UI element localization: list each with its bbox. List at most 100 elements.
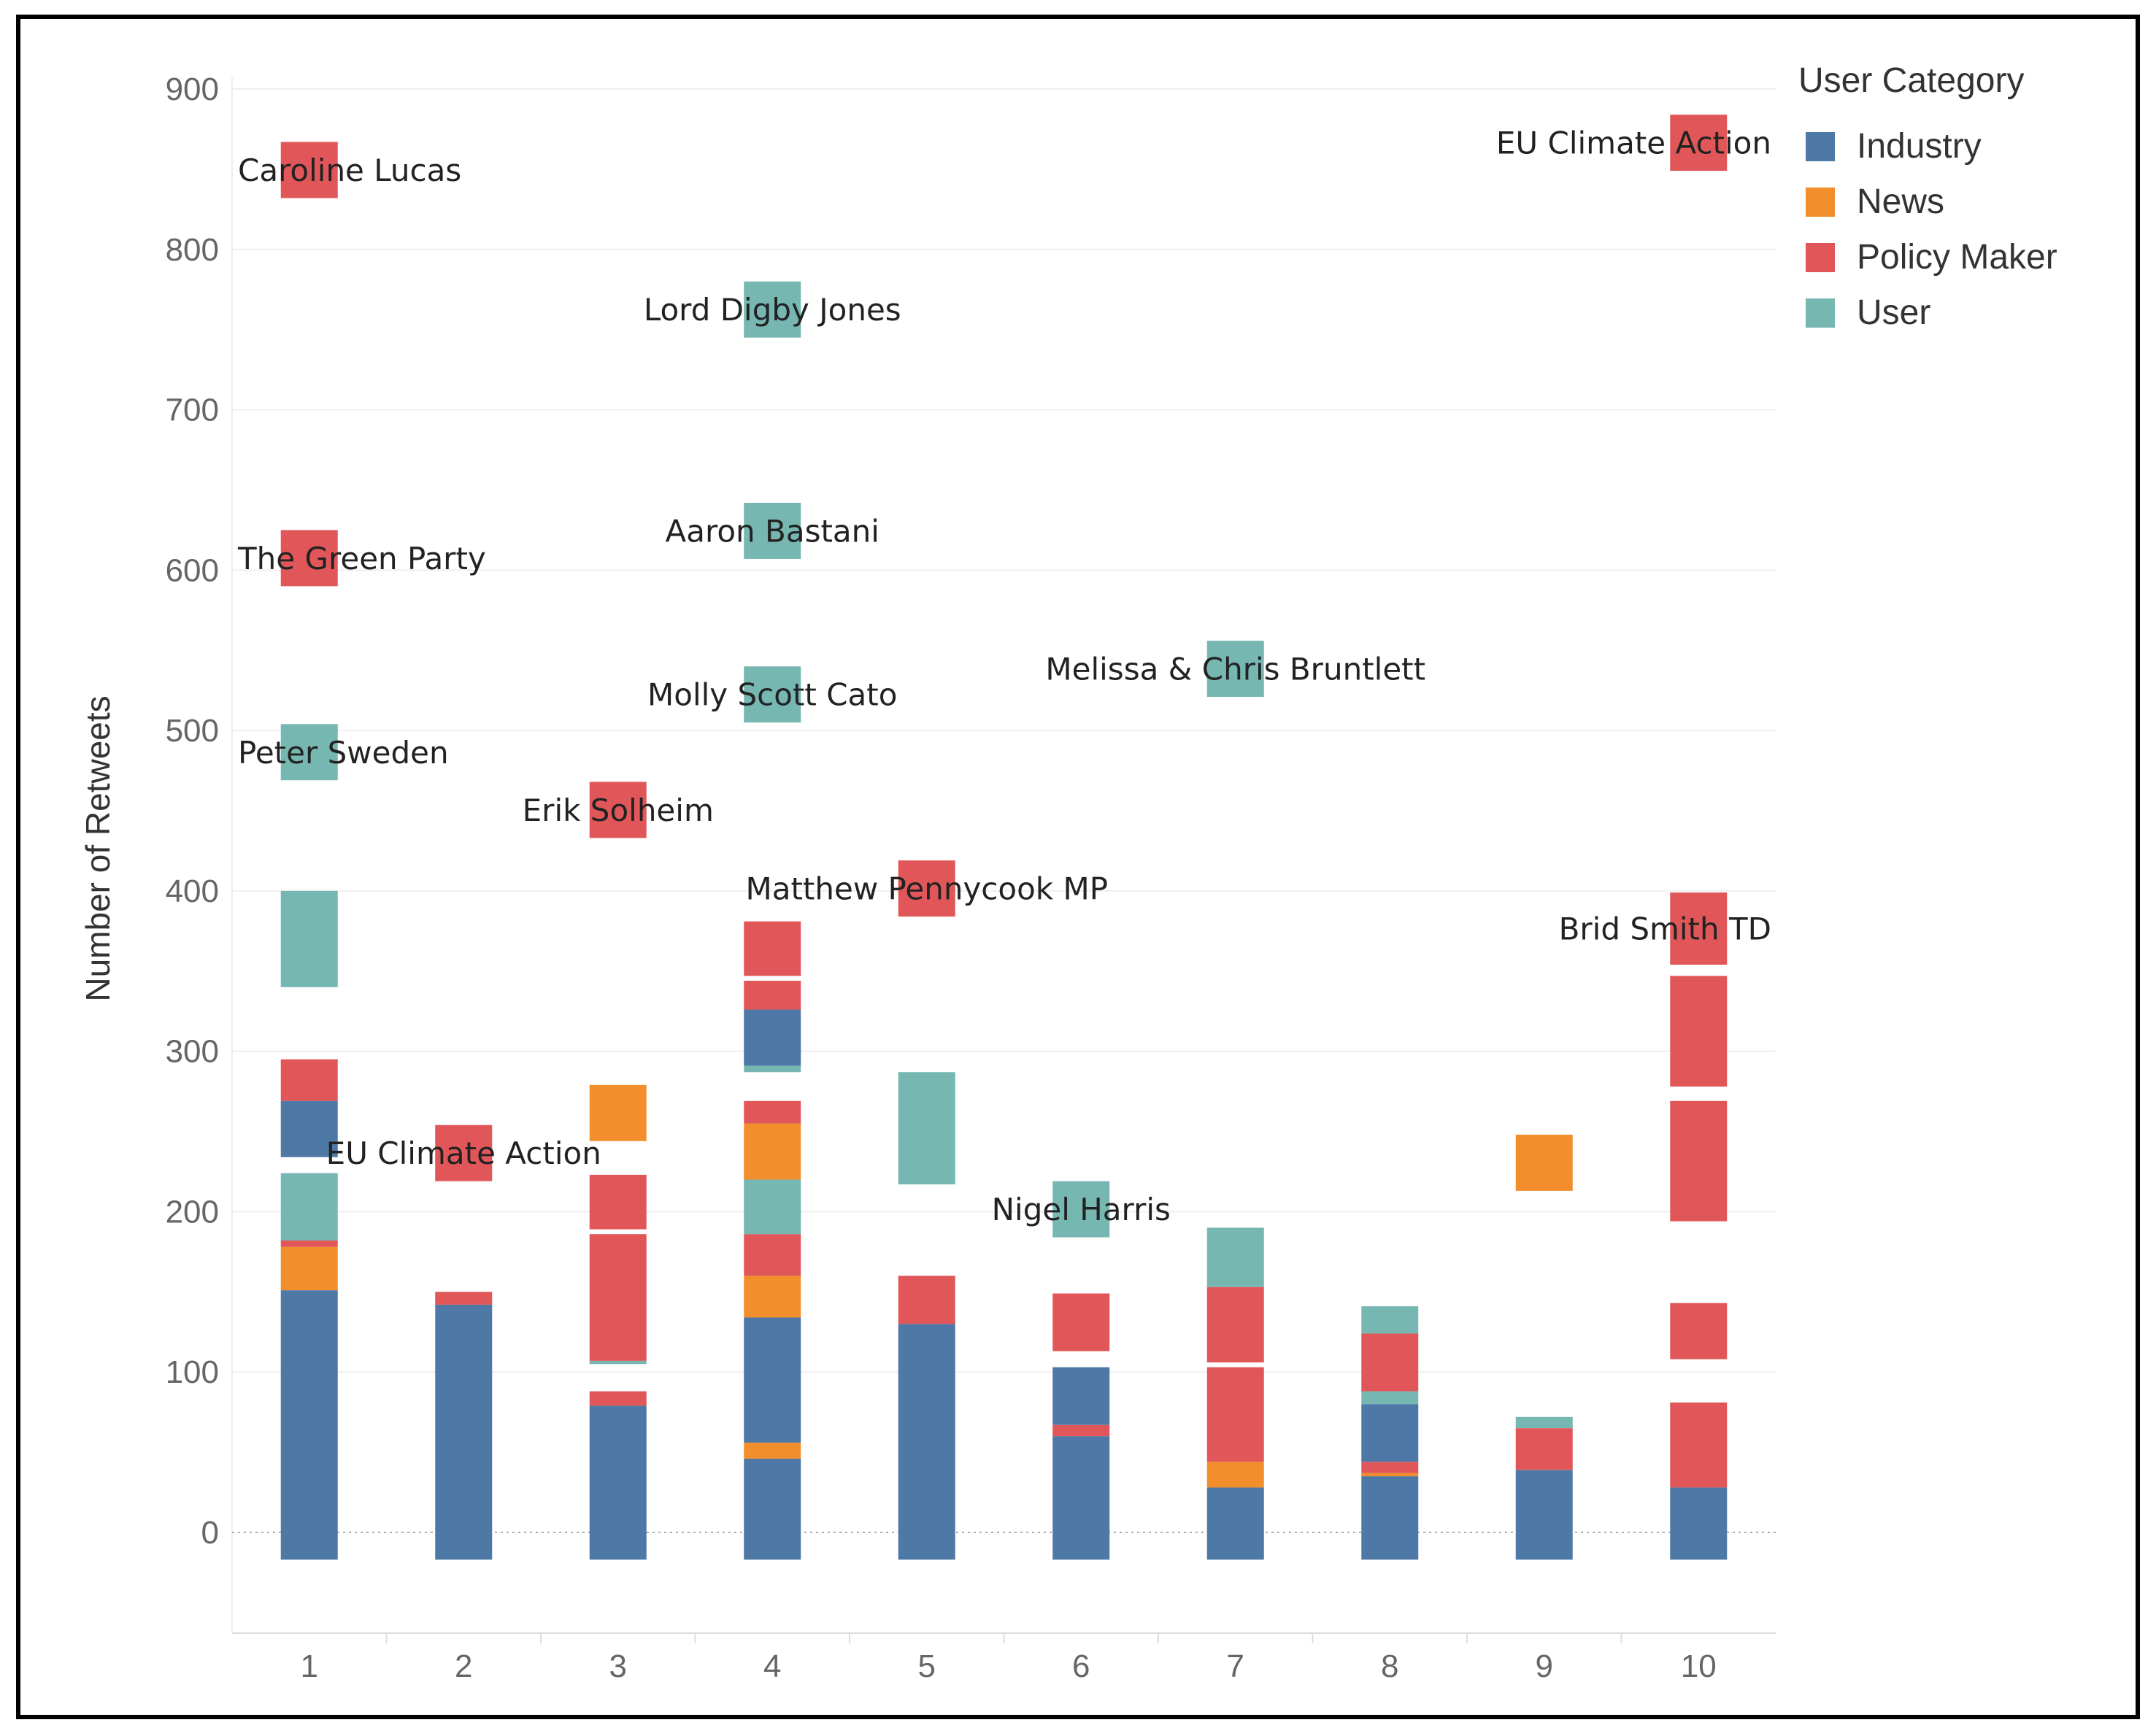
- bar-segment-user: [1206, 1227, 1264, 1287]
- mark-label: EU Climate Action: [326, 1135, 601, 1171]
- bar-segment-policy-maker: [280, 1241, 338, 1247]
- bar-segment-policy-maker: [744, 921, 801, 976]
- bar-segment-user: [280, 890, 338, 987]
- x-tick-label: 6: [1072, 1648, 1090, 1684]
- bar-segment-policy-maker: [1670, 1303, 1728, 1359]
- bar-segment-policy-maker: [589, 1391, 647, 1406]
- x-tick-label: 8: [1381, 1648, 1398, 1684]
- y-tick-label: 400: [166, 873, 219, 909]
- mark-label: Lord Digby Jones: [644, 292, 901, 328]
- x-tick-label: 5: [918, 1648, 936, 1684]
- y-tick-label: 500: [166, 713, 219, 749]
- x-tick-label: 3: [609, 1648, 627, 1684]
- bar-segment-user: [1515, 1416, 1573, 1429]
- bar-segment-policy-maker: [589, 782, 647, 838]
- legend-label-industry: Industry: [1857, 127, 1982, 166]
- bar-segment-industry: [1206, 1487, 1264, 1560]
- bar-segment-policy-maker: [435, 1292, 493, 1305]
- bar-segment-policy-maker: [1206, 1367, 1264, 1462]
- bar-segment-policy-maker: [1052, 1293, 1110, 1351]
- bar-segment-industry: [1052, 1436, 1110, 1560]
- legend-swatch-policy-maker: [1806, 243, 1835, 272]
- bar-segment-industry: [1361, 1476, 1419, 1560]
- chart-frame: Peter Sweden The Green Party Caroline Luca…: [16, 15, 2140, 1719]
- bar-segment-policy-maker: [1670, 1402, 1728, 1488]
- bar-segment-policy-maker: [1670, 892, 1728, 965]
- legend-label-news: News: [1857, 182, 1944, 221]
- mark-label: Melissa & Chris Bruntlett: [1045, 651, 1425, 687]
- bar-segment-policy-maker: [1361, 1462, 1419, 1473]
- mark-labels: Peter Sweden The Green Party Caroline Luca…: [237, 126, 1771, 1228]
- bar-segment-user: [744, 1065, 801, 1073]
- x-tick-label: 7: [1227, 1648, 1244, 1684]
- bar-segment-policy-maker: [898, 860, 955, 917]
- legend-swatch-industry: [1806, 132, 1835, 161]
- legend-label-user: User: [1857, 293, 1930, 332]
- bar-segment-user: [280, 724, 338, 781]
- bar-segment-policy-maker: [744, 980, 801, 1010]
- bar-segment-industry: [744, 1317, 801, 1443]
- bar-segment-user: [589, 1360, 647, 1365]
- bar-segment-user: [1052, 1181, 1110, 1238]
- bar-segment-policy-maker: [280, 530, 338, 587]
- bar-segment-news: [1361, 1473, 1419, 1477]
- legend-swatch-news: [1806, 188, 1835, 217]
- y-tick-label: 600: [166, 552, 219, 588]
- bar-segment-news: [589, 1084, 647, 1141]
- bar-segment-industry: [435, 1304, 493, 1560]
- chart-svg: Peter Sweden The Green Party Caroline Luca…: [79, 61, 2057, 1684]
- bar-segment-news: [1515, 1134, 1573, 1191]
- bar-segment-user: [898, 1072, 955, 1185]
- bar-segment-policy-maker: [280, 142, 338, 198]
- bar-segment-user: [1361, 1306, 1419, 1334]
- bar-segment-industry: [1052, 1367, 1110, 1425]
- mark-label: Peter Sweden: [238, 735, 449, 771]
- bar-segment-policy-maker: [1670, 115, 1728, 171]
- bar-segment-policy-maker: [744, 1100, 801, 1124]
- bar-segment-policy-maker: [589, 1174, 647, 1230]
- bar-segment-policy-maker: [1670, 1100, 1728, 1222]
- mark-label: Brid Smith TD: [1559, 911, 1771, 947]
- legend-label-policy-maker: Policy Maker: [1857, 238, 2057, 277]
- y-tick-label: 0: [201, 1515, 219, 1551]
- bar-segment-news: [744, 1123, 801, 1180]
- bar-segment-policy-maker: [744, 1234, 801, 1276]
- bar-segment-policy-maker: [589, 1234, 647, 1361]
- bar-segment-industry: [280, 1290, 338, 1560]
- mark-label: Aaron Bastani: [666, 513, 879, 549]
- legend-swatch-user: [1806, 298, 1835, 328]
- mark-label: Molly Scott Cato: [647, 677, 897, 713]
- bar-segment-policy-maker: [1515, 1428, 1573, 1470]
- y-tick-label: 800: [166, 232, 219, 268]
- bar-segment-industry: [1670, 1487, 1728, 1560]
- bar-segment-news: [1206, 1462, 1264, 1488]
- bar-segment-industry: [280, 1100, 338, 1157]
- bar-segments: [280, 115, 1728, 1560]
- bar-segment-news: [744, 1442, 801, 1459]
- bar-segment-news: [744, 1276, 801, 1318]
- y-tick-label: 100: [166, 1354, 219, 1390]
- x-tick-label: 1: [301, 1648, 318, 1684]
- x-tick-label: 10: [1681, 1648, 1717, 1684]
- bar-segment-user: [1206, 641, 1264, 697]
- x-tick-label: 2: [455, 1648, 472, 1684]
- bar-segment-industry: [744, 1009, 801, 1066]
- bar-segment-industry: [589, 1405, 647, 1560]
- bar-segment-policy-maker: [898, 1276, 955, 1324]
- bar-segment-user: [744, 1179, 801, 1235]
- bar-segment-user: [744, 666, 801, 723]
- bar-segment-industry: [1515, 1470, 1573, 1560]
- axes: 0 100 200 300 400 500 600 700 800 900 1 2 3 4 5 6 7 8 9 10 N…: [79, 72, 1717, 1684]
- mark-label: Matthew Pennycook MP: [745, 871, 1108, 907]
- mark-label: The Green Party: [237, 541, 486, 576]
- y-tick-label: 200: [166, 1194, 219, 1230]
- bar-segment-news: [280, 1246, 338, 1291]
- bar-segment-policy-maker: [1052, 1424, 1110, 1437]
- bar-segment-industry: [744, 1458, 801, 1560]
- bar-segment-policy-maker: [1206, 1286, 1264, 1363]
- legend: User Category Industry News Policy Maker Use…: [1798, 61, 2057, 332]
- bar-segment-policy-maker: [1361, 1333, 1419, 1392]
- mark-label: Erik Solheim: [523, 792, 714, 828]
- mark-label: Nigel Harris: [992, 1192, 1171, 1227]
- mark-label: EU Climate Action: [1496, 126, 1771, 161]
